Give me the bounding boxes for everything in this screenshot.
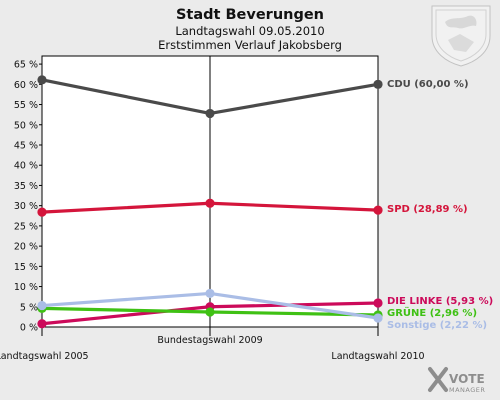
chart-subtitle-description: Erststimmen Verlauf Jakobsberg	[158, 38, 342, 52]
chart-subtitle-election: Landtagswahl 09.05.2010	[175, 24, 324, 38]
data-point-sonstige	[205, 288, 215, 299]
series-layer	[37, 75, 383, 329]
vote-manager-cross-icon	[428, 367, 448, 392]
y-axis: 0 % 5 % 10 % 15 % 20 % 25 % 30 % 35 % 40 % 45 % 50…	[14, 60, 42, 334]
y-tick-label: 20 %	[14, 242, 38, 253]
y-tick-label: 5 %	[20, 302, 38, 313]
end-label-cdu: CDU (60,00 %)	[387, 79, 469, 90]
data-point-sonstige	[373, 313, 383, 323]
end-label-sonstige: Sonstige (2,22 %)	[387, 320, 487, 331]
y-tick-label: 30 %	[14, 201, 38, 212]
data-point-spd	[37, 207, 47, 217]
y-tick-label: 55 %	[14, 100, 38, 111]
y-tick-label: 45 %	[14, 140, 38, 151]
coat-of-arms-emblem	[431, 5, 491, 67]
chart-title: Stadt Beverungen	[176, 7, 324, 23]
data-point-gr-ne	[205, 307, 215, 317]
y-tick-label: 35 %	[14, 181, 38, 192]
data-point-cdu	[37, 75, 47, 85]
end-label-gr-ne: GRÜNE (2,96 %)	[387, 305, 477, 319]
x-tick-label: Bundestagswahl 2009	[157, 335, 262, 346]
logo-text: VOTE	[449, 372, 485, 386]
end-label-spd: SPD (28,89 %)	[387, 204, 468, 215]
data-point-die-linke	[37, 319, 47, 329]
y-tick-label: 50 %	[14, 120, 38, 131]
vote-manager-logo: VOTE MANAGER	[428, 367, 485, 394]
y-tick-label: 15 %	[14, 262, 38, 273]
data-point-cdu	[373, 79, 383, 89]
data-point-cdu	[205, 108, 215, 119]
x-axis: Landtagswahl 2005 Bundestagswahl 2009 Land…	[0, 56, 425, 362]
y-tick-label: 25 %	[14, 221, 38, 232]
series-end-labels: CDU (60,00 %) SPD (28,89 %) DIE LINKE (5,9…	[387, 79, 493, 331]
y-tick-label: 0 %	[20, 323, 38, 334]
data-point-die-linke	[373, 298, 383, 308]
x-tick-label: Landtagswahl 2010	[331, 351, 424, 362]
y-tick-label: 65 %	[14, 60, 38, 71]
data-point-spd	[205, 198, 215, 208]
y-tick-label: 40 %	[14, 161, 38, 172]
data-point-sonstige	[37, 300, 47, 311]
y-tick-label: 10 %	[14, 282, 38, 293]
data-point-spd	[373, 205, 383, 215]
y-tick-label: 60 %	[14, 80, 38, 91]
x-tick-label: Landtagswahl 2005	[0, 351, 89, 362]
end-label-die-linke: DIE LINKE (5,93 %)	[387, 296, 493, 307]
logo-subtext: MANAGER	[449, 386, 485, 394]
